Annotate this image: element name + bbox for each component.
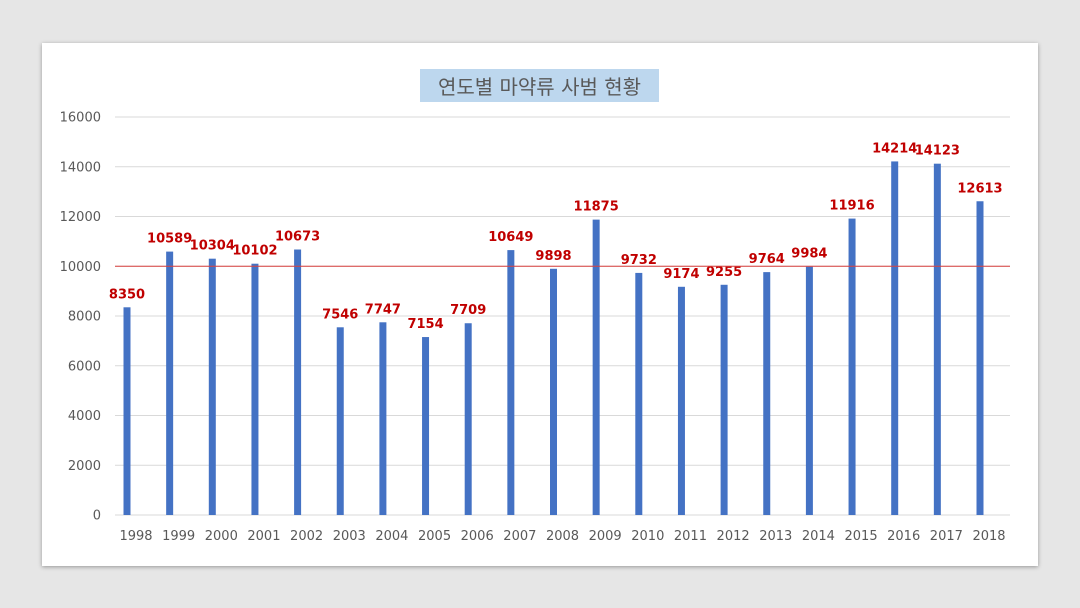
bar-2017 (933, 163, 941, 515)
data-label: 14214 (872, 141, 917, 156)
bar-2010 (635, 272, 643, 515)
bar-1999 (166, 251, 174, 515)
chart-title: 연도별 마약류 사범 현황 (420, 69, 659, 102)
x-tick-label: 2010 (631, 529, 664, 544)
data-label: 14123 (915, 144, 960, 159)
bar-2005 (422, 337, 430, 515)
y-tick-label: 6000 (68, 359, 101, 374)
y-tick-label: 0 (93, 509, 101, 524)
y-tick-label: 14000 (60, 160, 101, 175)
x-tick-label: 2002 (290, 529, 323, 544)
bar-2000 (208, 258, 216, 515)
data-label: 10304 (190, 239, 235, 254)
x-tick-label: 2017 (930, 529, 963, 544)
data-label: 11916 (829, 199, 874, 214)
x-tick-label: 2004 (375, 529, 408, 544)
x-tick-label: 2016 (887, 529, 920, 544)
x-tick-label: 2006 (461, 529, 494, 544)
data-label: 10102 (232, 244, 277, 259)
x-tick-label: 2011 (674, 529, 707, 544)
data-label: 9255 (706, 265, 742, 280)
x-tick-label: 2018 (972, 529, 1005, 544)
bar-2003 (336, 327, 344, 515)
bar-2016 (891, 161, 899, 515)
bar-2002 (294, 249, 302, 515)
data-label: 10673 (275, 230, 320, 245)
data-label: 7154 (407, 317, 443, 332)
data-label: 7709 (450, 303, 486, 318)
bar-2012 (720, 284, 728, 515)
x-tick-label: 1998 (119, 529, 152, 544)
x-tick-label: 2013 (759, 529, 792, 544)
x-tick-label: 2007 (503, 529, 536, 544)
bar-2018 (976, 201, 984, 515)
y-tick-label: 12000 (60, 210, 101, 225)
bar-2004 (379, 322, 387, 515)
x-tick-label: 2003 (333, 529, 366, 544)
bar-2007 (507, 250, 515, 515)
x-tick-label: 2009 (589, 529, 622, 544)
x-tick-label: 2005 (418, 529, 451, 544)
data-label: 7546 (322, 307, 358, 322)
x-tick-label: 2008 (546, 529, 579, 544)
data-label: 10589 (147, 232, 192, 247)
y-tick-label: 10000 (60, 260, 101, 275)
x-tick-label: 2015 (845, 529, 878, 544)
bar-1998 (123, 307, 131, 515)
bar-2015 (848, 218, 856, 516)
x-tick-label: 1999 (162, 529, 195, 544)
x-tick-label: 2000 (205, 529, 238, 544)
y-tick-label: 16000 (60, 111, 101, 126)
data-label: 9984 (791, 247, 827, 262)
x-tick-label: 2001 (247, 529, 280, 544)
bar-2013 (763, 272, 771, 515)
data-label: 11875 (574, 200, 619, 215)
data-label: 9732 (621, 253, 657, 268)
y-tick-label: 8000 (68, 310, 101, 325)
bar-2011 (677, 286, 685, 515)
bar-2008 (550, 268, 557, 515)
x-tick-label: 2012 (717, 529, 750, 544)
data-label: 9764 (749, 252, 785, 267)
bar-2009 (592, 219, 600, 515)
y-tick-label: 4000 (68, 409, 101, 424)
data-label: 9174 (663, 267, 699, 282)
chart-card (42, 43, 1038, 566)
x-tick-label: 2014 (802, 529, 835, 544)
data-label: 12613 (957, 181, 1002, 196)
bar-2006 (464, 323, 472, 515)
bar-2014 (805, 266, 813, 515)
bar-2001 (251, 263, 259, 515)
data-label: 9898 (535, 249, 571, 264)
data-label: 7747 (365, 302, 401, 317)
data-label: 8350 (109, 287, 145, 302)
data-label: 10649 (488, 230, 533, 245)
y-tick-label: 2000 (68, 459, 101, 474)
